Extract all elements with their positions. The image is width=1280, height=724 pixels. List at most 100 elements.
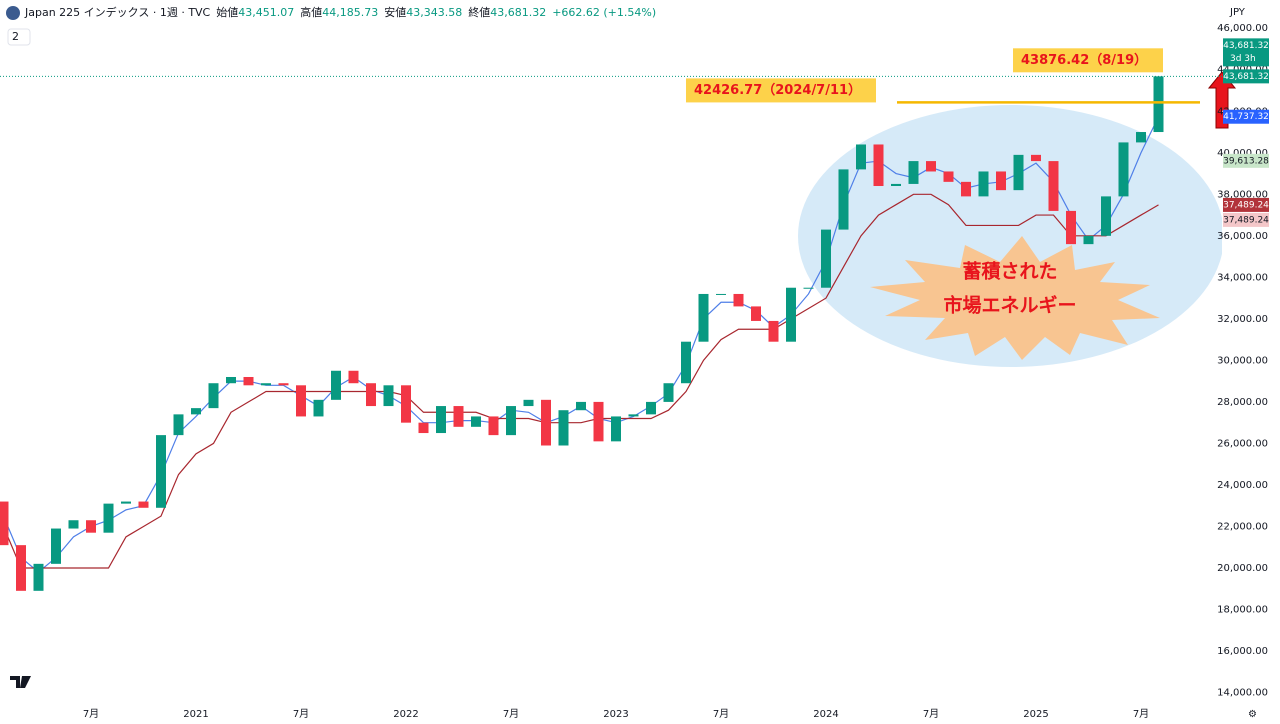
candle: [803, 287, 814, 289]
candle: [908, 161, 919, 184]
candle: [103, 503, 114, 533]
plot: [0, 76, 1164, 591]
candle: [138, 501, 149, 508]
candle: [1101, 196, 1111, 236]
x-tick-label: 7月: [293, 708, 309, 720]
candle: [1066, 210, 1076, 245]
candle: [838, 169, 849, 230]
annotation: 蓄積された: [962, 260, 1057, 283]
candle: [68, 520, 79, 529]
candle: [821, 229, 831, 288]
candle: [873, 144, 884, 187]
candle: [453, 406, 464, 427]
candle: [646, 401, 656, 415]
candle: [1083, 235, 1094, 245]
candle: [243, 376, 254, 386]
candle: [296, 385, 306, 417]
candle: [733, 293, 744, 307]
candle: [401, 385, 411, 423]
candle: [856, 144, 866, 170]
candle: [33, 563, 44, 591]
candle: [1153, 76, 1164, 133]
candle: [208, 383, 219, 409]
header-text: 43,451.07: [238, 6, 294, 19]
candle: [418, 422, 429, 434]
annotation: 市場エネルギー: [943, 294, 1076, 317]
header-text: 43,681.32: [490, 6, 546, 19]
candle: [698, 293, 709, 342]
y-tick-label: 22,000.00: [1217, 521, 1268, 532]
badge-box: [7, 28, 31, 46]
candle: [278, 383, 289, 386]
header: Japan 225 インデックス · 1週 · TVC 始値43,451.07 高値…: [24, 5, 656, 19]
candle: [716, 293, 726, 295]
header-text: 43,343.58: [406, 6, 462, 19]
candle: [383, 385, 394, 407]
y-tick-label: 38,000.00: [1217, 189, 1268, 200]
header-bg: [0, 0, 1222, 24]
candle: [576, 401, 586, 411]
price-label: 41,737.32: [1223, 112, 1269, 122]
logo: [10, 676, 31, 688]
price-label-box: [1223, 38, 1269, 67]
price-label-box: [1223, 69, 1269, 84]
header-text: 終値: [468, 5, 490, 19]
header-text: Japan 225 インデックス · 1週 · TVC: [24, 5, 211, 19]
candle: [173, 414, 184, 436]
level-box: [1013, 48, 1163, 73]
candle: [226, 376, 236, 384]
x-tick-label: 7月: [713, 708, 729, 720]
candle: [593, 401, 604, 442]
level-label: 43876.42（8/19）: [1021, 52, 1147, 68]
starburst: [870, 236, 1160, 360]
candle: [786, 287, 796, 342]
x-tick-label: 2023: [603, 709, 628, 720]
price-label-box: [1223, 153, 1269, 168]
x-tick-label: 7月: [1133, 708, 1149, 720]
candle: [121, 501, 131, 504]
y-tick-label: 20,000.00: [1217, 563, 1268, 574]
price-label: 37,489.24: [1223, 200, 1269, 210]
x-tick-label: 2024: [813, 709, 838, 720]
indicator-line: [2, 193, 1159, 569]
y-tick-label: 34,000.00: [1217, 272, 1268, 283]
candle: [331, 370, 341, 400]
price-label: 43,681.32: [1223, 41, 1269, 51]
candle: [0, 501, 9, 546]
candle: [436, 406, 446, 434]
y-tick-label: 18,000.00: [1217, 605, 1268, 616]
y-tick-label: 32,000.00: [1217, 314, 1268, 325]
candle: [1118, 142, 1129, 197]
candle: [628, 414, 639, 417]
y-tick-label: 16,000.00: [1217, 646, 1268, 657]
y-tick-label: 40,000.00: [1217, 148, 1268, 159]
level-label: 42426.77（2024/7/11）: [694, 82, 861, 98]
badge: 2: [12, 30, 19, 43]
header-text: 44,185.73: [322, 6, 378, 19]
candle: [156, 435, 166, 508]
candle: [926, 161, 936, 172]
candle: [768, 320, 779, 342]
price-label: 43,681.32: [1223, 72, 1269, 82]
candle: [751, 306, 761, 321]
candle: [51, 528, 61, 564]
candle: [191, 408, 201, 415]
candle: [16, 545, 26, 591]
candle: [348, 370, 359, 384]
countdown: 3d 3h: [1230, 54, 1256, 64]
candle: [1136, 132, 1146, 143]
y-tick-label: 46,000.00: [1217, 23, 1268, 34]
candle: [943, 171, 954, 182]
candle: [558, 410, 569, 446]
header-text: 安値: [384, 5, 406, 19]
candle: [471, 416, 481, 427]
price-label-box: [1223, 212, 1269, 227]
candle: [488, 416, 499, 436]
symbol-icon: [6, 6, 20, 20]
price-label: 39,613.28: [1223, 156, 1269, 166]
candle: [681, 341, 691, 384]
level-box: [686, 78, 876, 103]
candle: [611, 416, 621, 442]
